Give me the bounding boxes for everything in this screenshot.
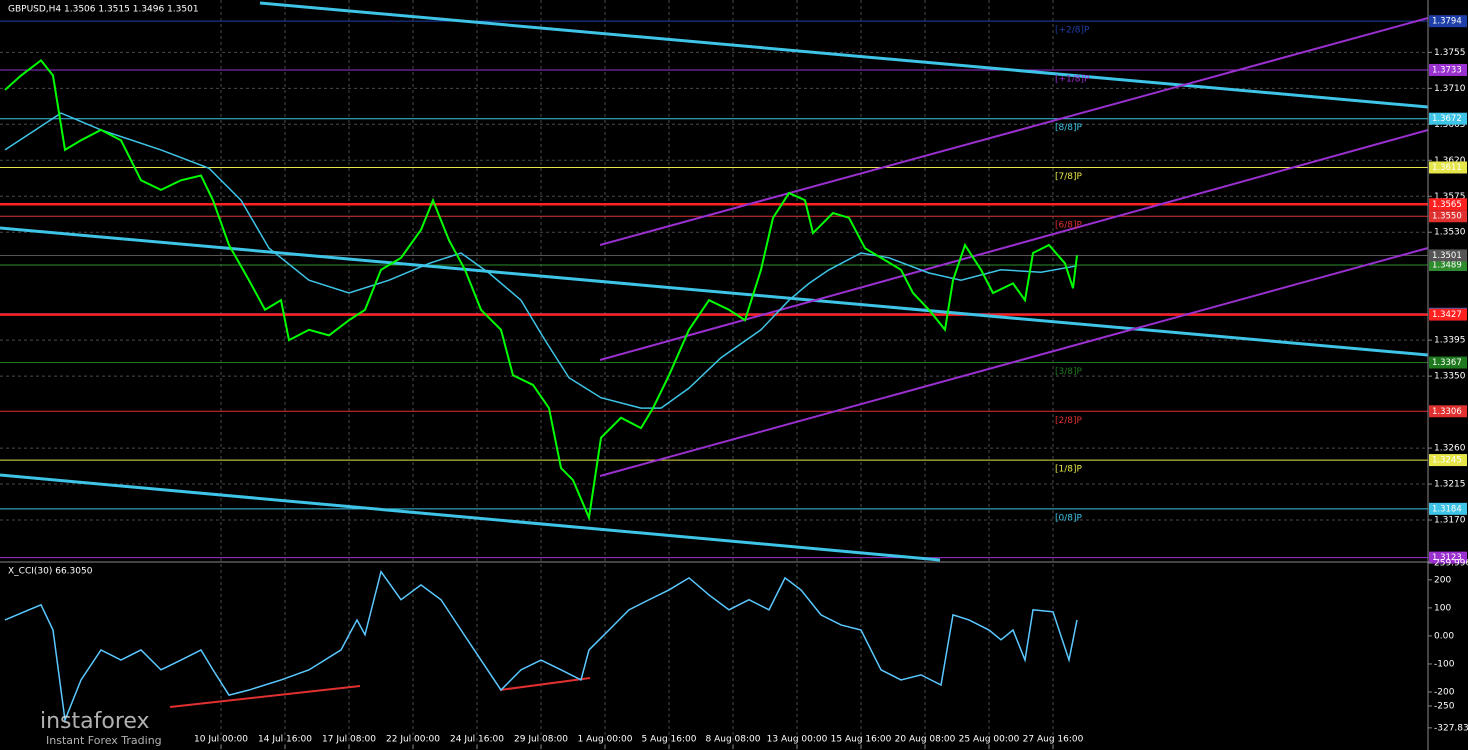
y-tick-label: 1.3665 — [1434, 120, 1466, 130]
y-tick-label: 1.3260 — [1434, 444, 1466, 454]
x-tick-label: 25 Aug 00:00 — [959, 735, 1020, 745]
x-tick-label: 5 Aug 16:00 — [642, 735, 697, 745]
x-tick-label: 13 Aug 00:00 — [767, 735, 828, 745]
y-tick-label: 1.3620 — [1434, 156, 1466, 166]
x-tick-label: 20 Aug 08:00 — [895, 735, 956, 745]
price-box — [1429, 502, 1467, 515]
channel-line — [0, 226, 1429, 357]
x-tick-label: 14 Jul 16:00 — [258, 735, 312, 745]
price-box — [1429, 112, 1467, 125]
murray-label: [8/8]P — [1055, 123, 1083, 133]
series-line — [4, 112, 1078, 409]
price-box-label: 1.3733 — [1432, 65, 1462, 75]
price-box — [1429, 259, 1467, 272]
y-tick-label: 1.3350 — [1434, 372, 1466, 382]
price-box-label: 1.3550 — [1432, 212, 1462, 222]
price-box — [1429, 63, 1467, 76]
murray-label: [1/8]P — [1055, 465, 1083, 475]
watermark-brand: instaforex — [40, 709, 150, 734]
x-tick-label: 24 Jul 16:00 — [450, 735, 504, 745]
series-line — [4, 569, 1078, 723]
price-box — [1429, 15, 1467, 28]
price-box-label: 1.3306 — [1432, 407, 1462, 417]
price-box-label: 1.3565 — [1432, 200, 1462, 210]
y-tick-label: 200 — [1434, 575, 1451, 585]
channel-line — [0, 473, 941, 562]
price-box — [1429, 454, 1467, 467]
y-tick-label: 1.3215 — [1434, 480, 1466, 490]
price-box — [1429, 210, 1467, 223]
y-tick-label: 0.00 — [1434, 631, 1454, 641]
chart-title: GBPUSD,H4 1.3506 1.3515 1.3496 1.3501 — [8, 5, 199, 15]
x-tick-label: 15 Aug 16:00 — [831, 735, 892, 745]
x-tick-label: 29 Jul 08:00 — [514, 735, 568, 745]
y-tick-label: 1.3530 — [1434, 228, 1466, 238]
divergence-line — [499, 677, 591, 691]
price-box-label: 1.3184 — [1432, 504, 1462, 514]
channel-line — [599, 17, 1429, 246]
price-box — [1429, 356, 1467, 369]
price-box-label: 1.3611 — [1432, 163, 1462, 173]
channel-line — [599, 129, 1429, 361]
watermark-tagline: Instant Forex Trading — [46, 734, 162, 747]
y-tick-label: 1.3755 — [1434, 48, 1466, 58]
price-box — [1429, 405, 1467, 418]
y-tick-label: -100 — [1434, 659, 1455, 669]
murray-label: [6/8]P — [1055, 221, 1083, 231]
x-tick-label: 10 Jul 00:00 — [194, 735, 248, 745]
trend-lines — [0, 1, 1429, 708]
y-tick-label: -200 — [1434, 687, 1455, 697]
divergence-line — [169, 685, 361, 708]
price-box-label: 1.3489 — [1432, 261, 1462, 271]
channel-line — [259, 1, 1429, 109]
price-box — [1429, 249, 1467, 262]
murray-label: [0/8]P — [1055, 513, 1083, 523]
indicator-title: X_CCI(30) 66.3050 — [8, 567, 93, 577]
y-tick-label: 1.3575 — [1434, 192, 1466, 202]
x-tick-label: 27 Aug 16:00 — [1023, 735, 1084, 745]
price-box — [1429, 551, 1467, 564]
x-tick-label: 22 Jul 00:00 — [386, 735, 440, 745]
murray-label: [3/8]P — [1055, 367, 1083, 377]
price-box — [1429, 161, 1467, 174]
y-tick-label: 100 — [1434, 603, 1451, 613]
price-box-label: 1.3672 — [1432, 114, 1462, 124]
y-tick-label: -250 — [1434, 702, 1455, 712]
x-tick-label: 8 Aug 08:00 — [706, 735, 761, 745]
price-box-label: 1.3501 — [1432, 251, 1462, 261]
price-box-label: 1.3794 — [1432, 17, 1462, 27]
price-box-label: 1.3123 — [1432, 553, 1462, 563]
price-box-label: 1.3427 — [1432, 310, 1462, 320]
y-tick-label: -327.832 — [1434, 723, 1468, 733]
murray-label: [+2/8]P — [1055, 26, 1090, 36]
price-box — [1429, 308, 1467, 321]
y-tick-label: 1.3710 — [1434, 84, 1466, 94]
murray-label: [7/8]P — [1055, 172, 1083, 182]
channel-line — [599, 247, 1429, 477]
y-tick-label: 259.9969 — [1434, 559, 1468, 569]
x-tick-label: 1 Aug 00:00 — [578, 735, 633, 745]
series-line — [4, 58, 1078, 522]
x-tick-label: 17 Jul 08:00 — [322, 735, 376, 745]
price-box-label: 1.3367 — [1432, 358, 1462, 368]
murray-label: [+1/8]P — [1055, 74, 1090, 84]
murray-label: [2/8]P — [1055, 416, 1083, 426]
price-box-label: 1.3245 — [1432, 456, 1462, 466]
y-tick-label: 1.3170 — [1434, 516, 1466, 526]
y-tick-label: 1.3395 — [1434, 336, 1466, 346]
price-box — [1429, 198, 1467, 211]
